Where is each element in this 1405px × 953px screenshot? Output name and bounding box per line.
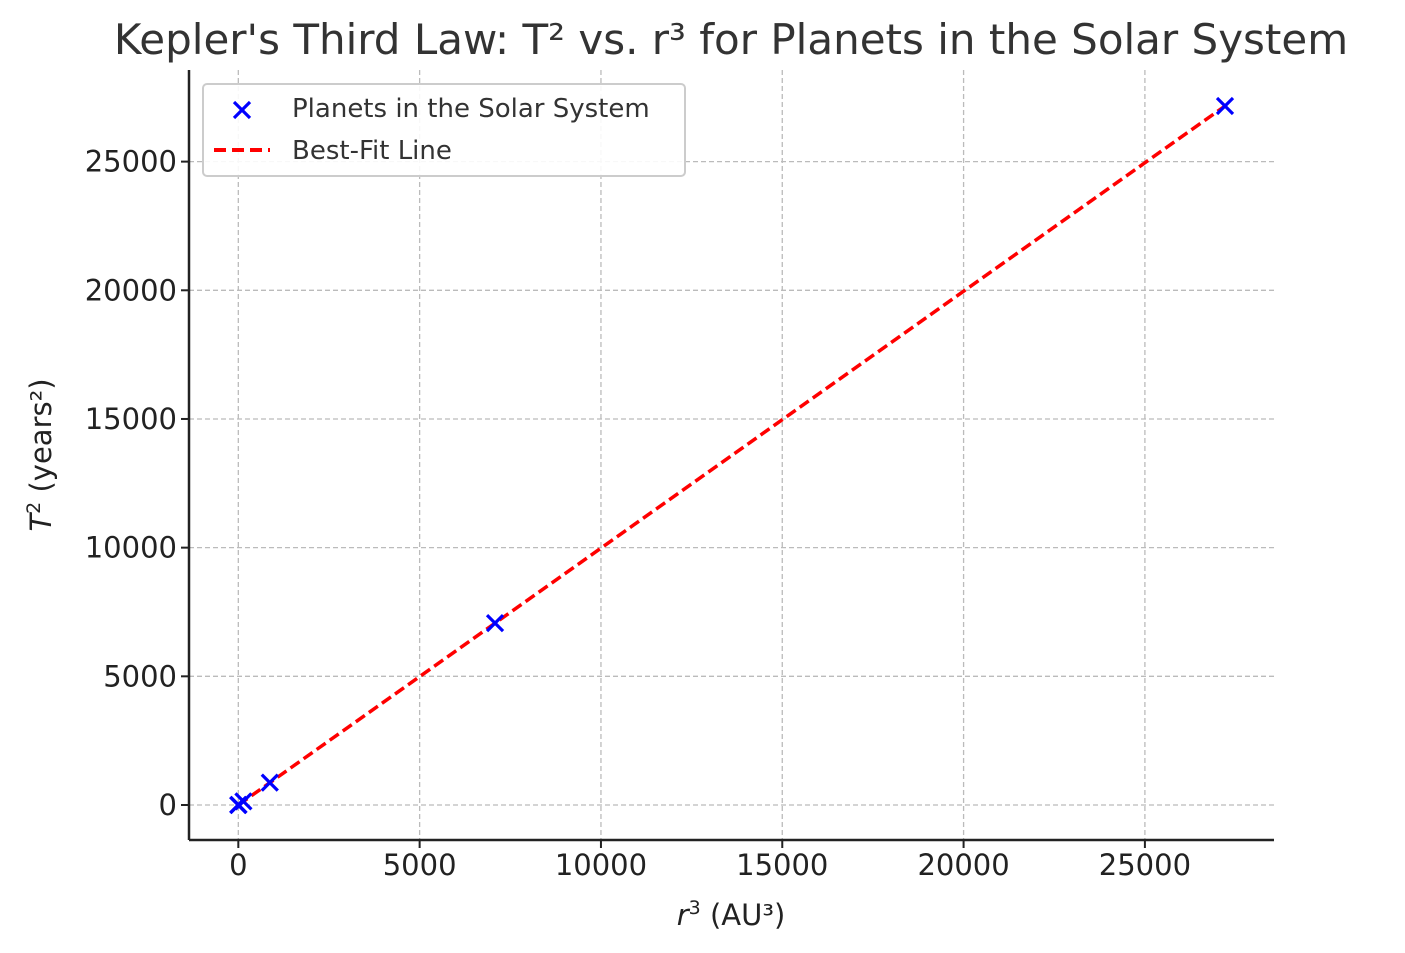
scatter-points (229, 96, 1235, 815)
legend-label-planets: Planets in the Solar System (292, 94, 650, 124)
x-axis-label-unit: (AU³) (701, 898, 786, 932)
x-tick-label: 0 (229, 848, 247, 882)
marker-stroke (260, 773, 279, 792)
x-axis-label-exp: 3 (689, 897, 701, 919)
data-point (1215, 96, 1235, 116)
x-tick-label: 10000 (555, 848, 647, 882)
marker-stroke (1215, 96, 1235, 116)
data-point (485, 613, 505, 633)
best-fit-line-layer (237, 104, 1227, 807)
axes (187, 70, 1274, 842)
x-ticks: 0 5000 10000 15000 20000 25000 (229, 840, 1191, 882)
y-tick-label: 0 (159, 788, 177, 822)
data-point (234, 792, 253, 811)
grid (189, 70, 1274, 840)
x-tick-label: 25000 (1099, 848, 1191, 882)
y-tick-label: 10000 (85, 531, 177, 565)
x-axis-label-var: r (677, 898, 691, 932)
y-ticks: 0 5000 10000 15000 20000 25000 (85, 145, 189, 822)
y-axis-label-unit: (years²) (24, 378, 58, 501)
x-axis-label: r3 (AU³) (677, 897, 786, 932)
best-fit-line (237, 104, 1227, 807)
y-tick-label: 5000 (103, 659, 177, 693)
chart-title: Kepler's Third Law: T² vs. r³ for Planet… (114, 15, 1348, 64)
y-tick-label: 25000 (85, 145, 177, 179)
y-axis-label-var: T (24, 512, 58, 532)
y-tick-label: 15000 (85, 402, 177, 436)
y-axis-label: T2 (years²) (23, 378, 58, 531)
y-tick-label: 20000 (85, 273, 177, 307)
marker-stroke (232, 100, 252, 120)
data-point (260, 773, 279, 792)
x-tick-label: 15000 (736, 848, 828, 882)
marker-stroke (234, 792, 253, 811)
legend-label-best-fit: Best-Fit Line (292, 136, 452, 166)
marker-stroke (485, 613, 505, 633)
legend: Planets in the Solar System Best-Fit Lin… (202, 83, 686, 177)
y-axis-label-exp: 2 (23, 502, 45, 514)
legend-marker-x (232, 100, 252, 120)
x-tick-label: 5000 (383, 848, 457, 882)
legend-scatter-marker (232, 100, 252, 120)
x-tick-label: 20000 (917, 848, 1009, 882)
legend-box (202, 83, 686, 177)
